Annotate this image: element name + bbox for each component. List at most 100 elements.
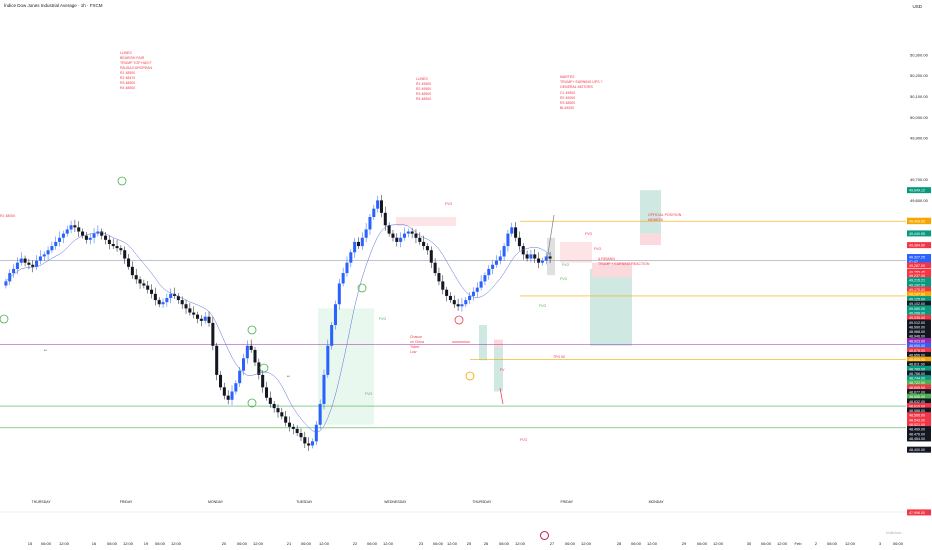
- price-tag-label: 48,699.00: [909, 386, 925, 390]
- candle-body: [464, 300, 468, 305]
- price-tag: [907, 338, 931, 345]
- price-tag: [907, 407, 931, 414]
- annotation-label: FVG: [379, 317, 386, 321]
- price-tag-label: 48,521.00: [909, 423, 925, 427]
- candle-body: [399, 237, 403, 242]
- annotation-label: LUNES: [416, 77, 428, 81]
- fvg-zone-2: [560, 241, 592, 263]
- price-tag-label: 48,400.00: [909, 448, 925, 452]
- arrow-up: [546, 214, 555, 261]
- time-tick-label: 06:00: [107, 541, 118, 546]
- candle-body: [192, 312, 196, 315]
- candle-body: [219, 374, 223, 388]
- annotation-label: FVG: [562, 263, 569, 267]
- candle-body: [238, 370, 242, 384]
- time-tick-label: 06:00: [565, 541, 576, 546]
- time-tick-label: 26: [484, 541, 489, 546]
- candle-body: [38, 256, 42, 261]
- candle-body: [27, 262, 31, 265]
- moving-average-line: [5, 224, 551, 433]
- time-tick-label: 12:00: [713, 541, 724, 546]
- candle-body: [249, 345, 253, 350]
- time-tick-label: 06:00: [893, 541, 904, 546]
- annotation-label: FVG: [365, 392, 372, 396]
- price-tag: [907, 370, 931, 377]
- stop-zone-top: [640, 233, 661, 246]
- candle-body: [207, 316, 211, 323]
- candle-body: [35, 260, 39, 267]
- candle-body: [119, 248, 123, 251]
- candle-body: [146, 285, 150, 290]
- price-tag: [907, 218, 931, 225]
- price-tag-label: 48,655.00: [909, 395, 925, 399]
- candle-body: [295, 428, 299, 434]
- price-tag: [907, 314, 931, 321]
- price-tag: [907, 347, 931, 354]
- price-tag: [907, 365, 931, 372]
- price-tag: [907, 361, 931, 368]
- candle-body: [372, 208, 376, 217]
- candle-body: [199, 318, 203, 321]
- price-tag: [907, 305, 931, 312]
- time-tick-label: 06:00: [631, 541, 642, 546]
- time-tick-label: 06:00: [155, 541, 166, 546]
- currency-label: USD: [912, 4, 922, 9]
- time-tick-label: 12:00: [59, 541, 70, 546]
- price-tag: [907, 403, 931, 410]
- annotation-label: BEARISH FAIR: [120, 56, 145, 60]
- price-tag: [907, 300, 931, 307]
- candle-body: [19, 258, 23, 263]
- annotation-label: R3 48500: [416, 92, 431, 96]
- price-tag: [907, 446, 931, 453]
- candle-body: [169, 293, 173, 299]
- time-tick-label: 16: [92, 541, 97, 546]
- candle-body: [345, 262, 349, 274]
- time-tick-label: Feb: [795, 541, 803, 546]
- price-tag-label: 48,677.00: [909, 391, 925, 395]
- annotation-label: FVG: [585, 232, 592, 236]
- time-tick-label: 12:00: [123, 541, 134, 546]
- time-tick-label: 06:00: [499, 541, 510, 546]
- candle-body: [46, 250, 50, 255]
- annotation-label: R2 49500: [416, 87, 431, 91]
- candle-body: [161, 302, 165, 305]
- price-tag: [907, 258, 931, 265]
- candle-body: [241, 358, 246, 371]
- annotation-label: GENERAL MOTORS: [560, 85, 594, 89]
- candle-body: [42, 254, 46, 257]
- candle-body: [15, 262, 19, 269]
- time-tick-label: 06:00: [761, 541, 772, 546]
- price-tag: [907, 291, 931, 298]
- time-tick-label: 23: [419, 541, 424, 546]
- price-tag-label: 48,744.00: [909, 377, 925, 381]
- candle-body: [471, 291, 475, 296]
- price-tag-label: 48,900.00: [909, 344, 925, 348]
- candle-body: [360, 237, 364, 247]
- candle-body: [165, 298, 169, 303]
- day-label: FRIDAY: [561, 500, 574, 504]
- day-label: THURSDAY: [472, 500, 492, 504]
- candle-body: [517, 237, 521, 247]
- candle-body: [337, 283, 341, 305]
- candle-body: [226, 395, 230, 400]
- candle-body: [92, 233, 96, 238]
- price-tag-label: 01:42: [909, 260, 918, 264]
- candle-body: [540, 260, 544, 263]
- candle-body: [494, 260, 498, 265]
- price-tag: [907, 416, 931, 423]
- price-tick-label: 50,000.00: [910, 115, 929, 120]
- long-target-zone: [590, 268, 632, 346]
- candle-body: [77, 227, 81, 232]
- candle-body: [123, 250, 127, 259]
- price-tag-label: 49,255.45: [909, 270, 925, 274]
- tradingview-logo-icon[interactable]: [540, 531, 549, 540]
- price-tag: [907, 282, 931, 289]
- candle-body: [153, 293, 157, 301]
- candle-body: [456, 304, 460, 307]
- price-tag-label: 48,946.00: [909, 335, 925, 339]
- candle-body: [142, 283, 146, 286]
- short-zone-a: [479, 325, 487, 361]
- candle-body: [257, 362, 261, 375]
- time-tick-label: 12:00: [515, 541, 526, 546]
